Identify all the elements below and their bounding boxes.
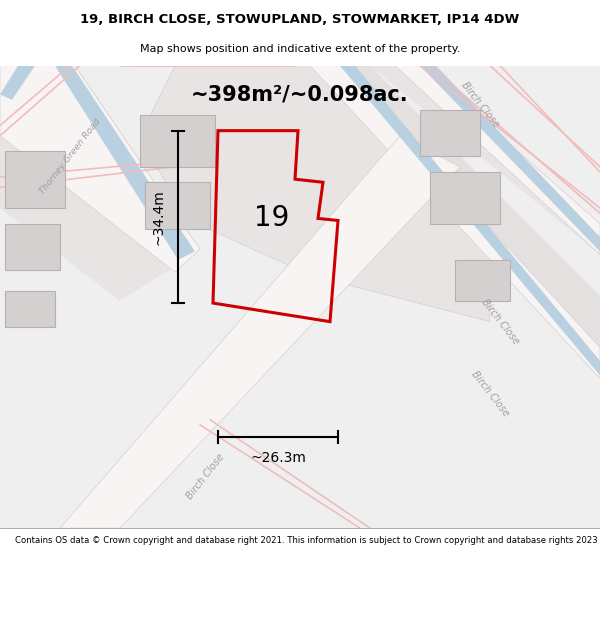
Polygon shape (145, 182, 210, 229)
Polygon shape (0, 66, 200, 272)
Polygon shape (60, 136, 460, 528)
Polygon shape (455, 260, 510, 301)
Polygon shape (395, 66, 600, 254)
Polygon shape (140, 66, 490, 322)
Polygon shape (420, 110, 480, 156)
Text: Contains OS data © Crown copyright and database right 2021. This information is : Contains OS data © Crown copyright and d… (15, 536, 600, 545)
Text: 19, BIRCH CLOSE, STOWUPLAND, STOWMARKET, IP14 4DW: 19, BIRCH CLOSE, STOWUPLAND, STOWMARKET,… (80, 13, 520, 26)
Text: Birch Close: Birch Close (469, 369, 511, 419)
Polygon shape (5, 151, 65, 208)
Polygon shape (420, 66, 600, 251)
Polygon shape (340, 66, 600, 348)
Text: 19: 19 (254, 204, 290, 232)
Text: ~26.3m: ~26.3m (250, 451, 306, 465)
Text: ~34.4m: ~34.4m (151, 189, 165, 245)
Text: Map shows position and indicative extent of the property.: Map shows position and indicative extent… (140, 44, 460, 54)
Polygon shape (5, 291, 55, 327)
Polygon shape (55, 66, 195, 260)
Text: Thorney Green Road: Thorney Green Road (38, 117, 102, 196)
Polygon shape (340, 66, 600, 376)
Polygon shape (0, 66, 35, 100)
Polygon shape (430, 172, 500, 224)
Text: Birch Close: Birch Close (479, 297, 521, 346)
Polygon shape (370, 66, 600, 254)
Text: ~398m²/~0.098ac.: ~398m²/~0.098ac. (191, 84, 409, 104)
Text: Birch Close: Birch Close (184, 452, 226, 501)
Text: Birch Close: Birch Close (459, 80, 501, 129)
Polygon shape (5, 224, 60, 270)
Polygon shape (140, 115, 215, 167)
Polygon shape (0, 66, 600, 528)
Polygon shape (0, 66, 200, 272)
Polygon shape (310, 66, 600, 378)
Polygon shape (0, 66, 200, 301)
